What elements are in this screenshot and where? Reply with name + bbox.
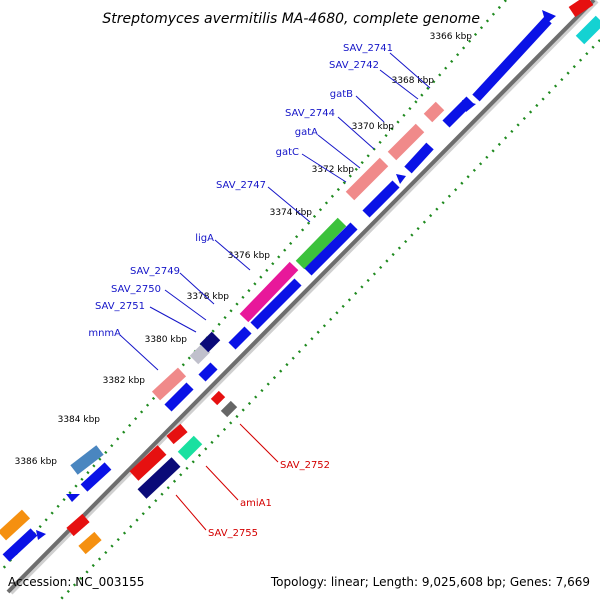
gene-label-gata[interactable]: gatA — [295, 127, 318, 138]
tick-label: 3368 kbp — [392, 76, 435, 86]
gene-gata-feature[interactable] — [345, 157, 389, 201]
gene-blue-arrow[interactable] — [164, 382, 194, 412]
lower-gene-labels: SAV_2752 amiA1 SAV_2755 — [208, 460, 330, 539]
gene-sav-2755-feature[interactable] — [137, 457, 181, 499]
gene-mnma-feature[interactable] — [151, 367, 187, 401]
gene-blue-arrowhead[interactable] — [66, 494, 80, 502]
gene-blue-arrow[interactable] — [404, 142, 434, 174]
gene-blue-arrow[interactable] — [250, 278, 302, 330]
tick-label: 3374 kbp — [270, 208, 313, 218]
upper-leader-lines — [119, 52, 431, 371]
gene-red-lower-feature[interactable] — [66, 513, 90, 537]
gene-blue-arrow[interactable] — [362, 180, 400, 218]
gene-label-sav-2751[interactable]: SAV_2751 — [95, 301, 145, 312]
map-title: Streptomyces avermitilis MA-4680, comple… — [102, 11, 480, 27]
tick-label: 3386 kbp — [15, 457, 58, 467]
gene-sav-2752-red-feature[interactable] — [210, 390, 226, 406]
gene-label-gatc[interactable]: gatC — [276, 147, 299, 158]
tick-label: 3376 kbp — [228, 251, 271, 261]
upper-strand-genes — [0, 0, 594, 541]
gene-label-mnma[interactable]: mnmA — [88, 328, 121, 339]
genome-backbone — [6, 0, 596, 594]
tick-label: 3384 kbp — [58, 415, 101, 425]
tick-label: 3378 kbp — [187, 292, 230, 302]
gene-liga-feature[interactable] — [239, 261, 299, 323]
tick-labels: 3366 kbp 3368 kbp 3370 kbp 3372 kbp 3374… — [15, 32, 473, 467]
gene-label-sav-2742[interactable]: SAV_2742 — [329, 60, 379, 71]
gene-label-sav-2744[interactable]: SAV_2744 — [285, 108, 335, 119]
gene-blue-arrow[interactable] — [472, 16, 552, 102]
gene-steel-feature[interactable] — [70, 445, 104, 475]
tick-label: 3370 kbp — [352, 122, 395, 132]
gene-cyan-edge-feature[interactable] — [575, 15, 600, 45]
gene-sav-2747-feature[interactable] — [295, 217, 347, 270]
inner-tick-ring — [59, 39, 600, 600]
tick-label: 3372 kbp — [312, 165, 355, 175]
gene-label-amia1[interactable]: amiA1 — [240, 498, 272, 509]
gene-blue-arrow[interactable] — [228, 326, 252, 350]
gene-label-sav-2747[interactable]: SAV_2747 — [216, 180, 266, 191]
gene-blue-arrowhead[interactable] — [542, 10, 556, 24]
gene-blue-arrowhead[interactable] — [396, 174, 406, 184]
gene-sav-2750-feature[interactable] — [199, 331, 221, 353]
gene-label-sav-2749[interactable]: SAV_2749 — [130, 266, 180, 277]
gene-orange-lower-feature[interactable] — [78, 531, 102, 555]
lower-leader-lines — [175, 423, 279, 531]
gene-red-small-feature[interactable] — [166, 423, 188, 445]
gene-orange-feature[interactable] — [0, 509, 31, 541]
gene-blue-arrow[interactable] — [198, 362, 218, 382]
accession-text: Accession: NC_003155 — [8, 575, 144, 589]
gene-sav-2752-feature[interactable] — [220, 400, 238, 418]
gene-blue-arrow[interactable] — [304, 222, 358, 276]
tick-label: 3380 kbp — [145, 335, 188, 345]
gene-label-sav-2755[interactable]: SAV_2755 — [208, 528, 258, 539]
gene-blue-arrowhead[interactable] — [36, 530, 46, 540]
blue-gene-lane — [2, 16, 552, 562]
gene-blue-arrow[interactable] — [80, 462, 112, 492]
gene-label-gatb[interactable]: gatB — [330, 89, 353, 100]
upper-gene-labels: SAV_2741 SAV_2742 gatB SAV_2744 gatA gat… — [88, 43, 393, 339]
gene-label-sav-2752[interactable]: SAV_2752 — [280, 460, 330, 471]
tick-label: 3366 kbp — [430, 32, 473, 42]
gene-gatb-feature[interactable] — [387, 123, 425, 161]
blue-gene-arrowheads — [36, 10, 556, 540]
gene-label-sav-2741[interactable]: SAV_2741 — [343, 43, 393, 54]
gene-amia1-feature[interactable] — [177, 435, 203, 461]
gene-label-sav-2750[interactable]: SAV_2750 — [111, 284, 161, 295]
gene-sav-2749-feature[interactable] — [189, 343, 211, 365]
lower-strand-genes — [66, 15, 600, 555]
gene-blue-arrow[interactable] — [2, 528, 38, 562]
gene-amia1-red-feature[interactable] — [129, 445, 167, 481]
tick-label: 3382 kbp — [103, 376, 146, 386]
gene-sav-2744-feature[interactable] — [423, 101, 445, 123]
outer-tick-ring — [0, 0, 507, 573]
gene-red-edge-feature[interactable] — [568, 0, 594, 17]
genome-summary-text: Topology: linear; Length: 9,025,608 bp; … — [270, 575, 590, 589]
gene-label-liga[interactable]: ligA — [195, 233, 214, 244]
gene-blue-arrowhead[interactable] — [462, 100, 476, 112]
